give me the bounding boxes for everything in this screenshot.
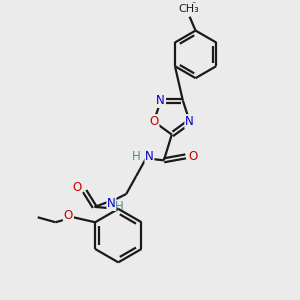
Text: O: O <box>72 181 81 194</box>
Text: CH₃: CH₃ <box>178 4 199 14</box>
Text: O: O <box>64 209 73 222</box>
Text: N: N <box>145 150 154 163</box>
Text: N: N <box>156 94 165 107</box>
Text: 3: 3 <box>191 2 196 11</box>
Text: O: O <box>188 150 197 163</box>
Text: N: N <box>185 115 194 128</box>
Text: CH: CH <box>178 4 193 14</box>
Text: H: H <box>132 150 141 163</box>
Text: N: N <box>107 197 116 210</box>
Text: O: O <box>149 115 158 128</box>
Text: H: H <box>115 200 124 213</box>
